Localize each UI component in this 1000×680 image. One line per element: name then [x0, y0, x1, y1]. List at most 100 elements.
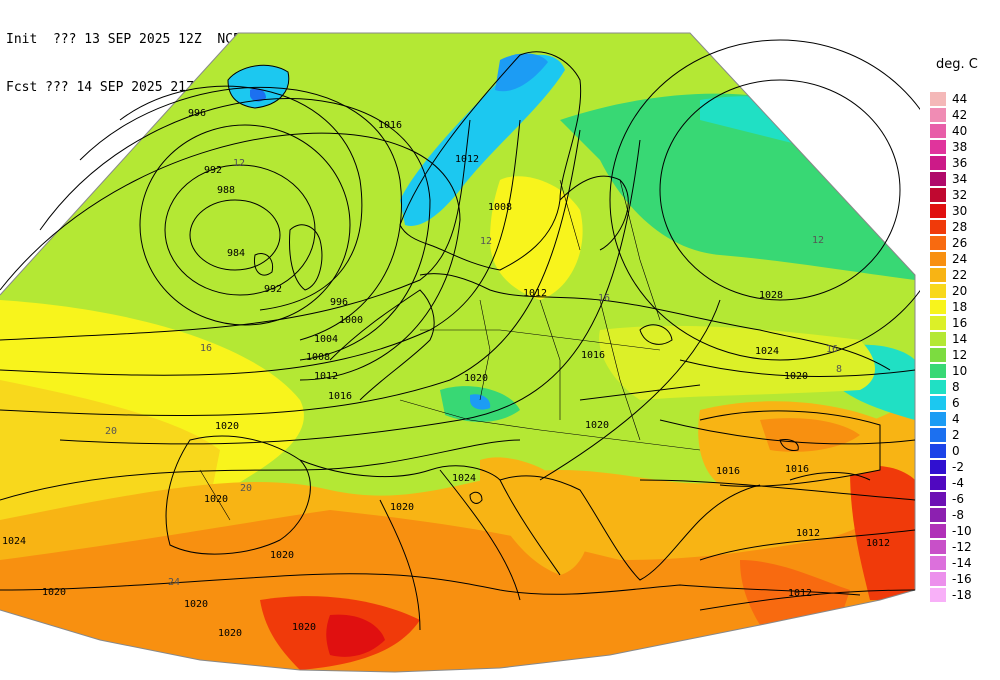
legend-label: 36	[952, 156, 968, 170]
legend-swatch	[930, 268, 946, 282]
temperature-label: 20	[105, 426, 117, 437]
isobar-label: 1020	[204, 494, 228, 505]
legend-label: 44	[952, 92, 968, 106]
legend-entry: -10	[930, 523, 1000, 539]
legend-label: 10	[952, 364, 968, 378]
legend-swatch	[930, 300, 946, 314]
legend-label: 34	[952, 172, 968, 186]
legend-entry: 22	[930, 267, 1000, 283]
legend-swatch	[930, 284, 946, 298]
legend-swatch	[930, 188, 946, 202]
legend-label: -10	[952, 524, 972, 538]
isobar-label: 992	[264, 284, 282, 295]
legend-entry: 38	[930, 139, 1000, 155]
legend-swatch	[930, 204, 946, 218]
color-legend: 44 42 40 38 36 34 32 30 28 26 24 22 20 18 16 14 12 10 8 6 4 2…	[930, 91, 1000, 603]
legend-entry: 8	[930, 379, 1000, 395]
legend-swatch	[930, 236, 946, 250]
isobar-label: 1012	[455, 154, 479, 165]
legend-label: -18	[952, 588, 972, 602]
legend-label: 4	[952, 412, 960, 426]
isobar-label: 1016	[378, 120, 402, 131]
legend-entry: 36	[930, 155, 1000, 171]
legend-label: -8	[952, 508, 964, 522]
legend-swatch	[930, 172, 946, 186]
legend-entry: 40	[930, 123, 1000, 139]
legend-entry: 32	[930, 187, 1000, 203]
isobar-label: 1028	[759, 290, 783, 301]
legend-label: 6	[952, 396, 960, 410]
legend-label: 14	[952, 332, 968, 346]
legend-swatch	[930, 428, 946, 442]
legend-label: 8	[952, 380, 960, 394]
temperature-shading	[0, 33, 915, 672]
legend-title: deg. C	[936, 57, 978, 72]
legend-swatch	[930, 412, 946, 426]
legend-label: 38	[952, 140, 968, 154]
legend-entry: -14	[930, 555, 1000, 571]
isobar-label: 1020	[270, 550, 294, 561]
isobar-label: 1012	[866, 538, 890, 549]
legend-label: 12	[952, 348, 968, 362]
legend-label: 18	[952, 300, 968, 314]
temperature-label: 12	[812, 235, 824, 246]
isobar-label: 1024	[755, 346, 779, 357]
country-borders	[199, 179, 701, 521]
legend-swatch	[930, 364, 946, 378]
isobar-label: 1004	[314, 334, 338, 345]
legend-swatch	[930, 140, 946, 154]
isobar-label: 1020	[390, 502, 414, 513]
isobar-label: 1016	[716, 466, 740, 477]
legend-label: 28	[952, 220, 968, 234]
legend-entry: 20	[930, 283, 1000, 299]
isobar-label: 1020	[218, 628, 242, 639]
legend-entry: 0	[930, 443, 1000, 459]
isobar-label: 1020	[464, 373, 488, 384]
isobar-label: 1020	[585, 420, 609, 431]
legend-entry: 16	[930, 315, 1000, 331]
temperature-label: 16	[598, 293, 610, 304]
legend-swatch	[930, 380, 946, 394]
isobar-label: 984	[227, 248, 245, 259]
isobar-label: 1020	[42, 587, 66, 598]
legend-label: 22	[952, 268, 968, 282]
isobar-label: 1012	[523, 288, 547, 299]
isobar-label: 1016	[785, 464, 809, 475]
legend-label: 2	[952, 428, 960, 442]
temperature-pressure-map: 996 992 988 984 992 996 1000 1004 1008 1…	[0, 32, 920, 673]
isobar-label: 1020	[784, 371, 808, 382]
legend-entry: 2	[930, 427, 1000, 443]
legend-swatch	[930, 588, 946, 602]
legend-swatch	[930, 316, 946, 330]
legend-entry: -12	[930, 539, 1000, 555]
legend-label: -6	[952, 492, 964, 506]
isobar-label: 1008	[488, 202, 512, 213]
legend-swatch	[930, 540, 946, 554]
legend-entry: 28	[930, 219, 1000, 235]
legend-entry: 24	[930, 251, 1000, 267]
isobar-label: 1024	[452, 473, 476, 484]
legend-swatch	[930, 156, 946, 170]
legend-entry: 14	[930, 331, 1000, 347]
legend-swatch	[930, 396, 946, 410]
legend-label: -16	[952, 572, 972, 586]
legend-entry: 44	[930, 91, 1000, 107]
legend-swatch	[930, 572, 946, 586]
isobar-label: 1016	[328, 391, 352, 402]
legend-entry: -2	[930, 459, 1000, 475]
legend-entry: -4	[930, 475, 1000, 491]
legend-entry: -8	[930, 507, 1000, 523]
legend-entry: -16	[930, 571, 1000, 587]
legend-label: 24	[952, 252, 968, 266]
legend-swatch	[930, 348, 946, 362]
isobar-label: 1020	[215, 421, 239, 432]
legend-label: 42	[952, 108, 968, 122]
legend-label: 20	[952, 284, 968, 298]
temperature-label: 12	[480, 236, 492, 247]
legend-label: -12	[952, 540, 972, 554]
isobar-label: 1012	[314, 371, 338, 382]
isobars	[0, 39, 920, 631]
legend-entry: 18	[930, 299, 1000, 315]
legend-entry: 34	[930, 171, 1000, 187]
temperature-contour-labels: 12 16 20 24 12 16 8 12 16 20	[105, 158, 842, 588]
